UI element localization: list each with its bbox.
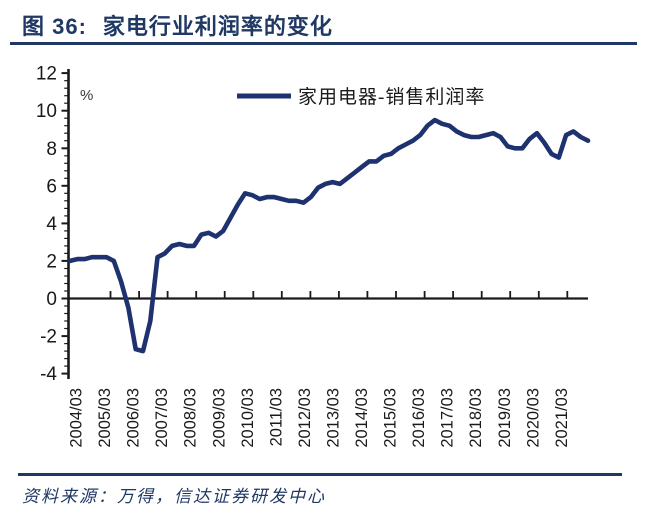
figure-title-text: 家电行业利润率的变化 bbox=[102, 14, 333, 39]
source-note: 资料来源：万得，信达证券研发中心 bbox=[22, 487, 326, 506]
chart-plot-area: 12 10 8 6 4 2 0 -2 -4 2004/03 2005/03 2006/03 2007/0… bbox=[36, 64, 591, 448]
x-tick-label: 2019/03 bbox=[496, 388, 514, 448]
y-tick-label: 6 bbox=[46, 176, 57, 197]
x-tick-label: 2017/03 bbox=[439, 388, 457, 448]
x-tick-label: 2007/03 bbox=[153, 388, 171, 448]
y-tick-label: -2 bbox=[40, 327, 57, 348]
x-tick-label: 2012/03 bbox=[296, 388, 314, 448]
x-tick-label: 2020/03 bbox=[524, 388, 542, 448]
y-tick-label: 4 bbox=[46, 214, 57, 235]
x-tick-label: 2005/03 bbox=[96, 388, 114, 448]
y-tick-label: 8 bbox=[46, 139, 57, 160]
x-tick-label: 2013/03 bbox=[324, 388, 342, 448]
y-axis-unit-label: % bbox=[80, 87, 93, 104]
figure-number-label: 图 36: bbox=[22, 14, 87, 39]
x-tick-label: 2011/03 bbox=[267, 388, 285, 446]
x-tick-label: 2016/03 bbox=[410, 388, 428, 448]
source-divider bbox=[18, 473, 622, 476]
y-tick-label: 10 bbox=[36, 101, 57, 122]
x-tick-label: 2008/03 bbox=[182, 388, 200, 448]
chart-legend: 家用电器-销售利润率 bbox=[237, 86, 485, 108]
x-tick-label: 2015/03 bbox=[382, 388, 400, 448]
figure-title: 图 36: 家电行业利润率的变化 bbox=[22, 9, 333, 41]
x-tick-label: 2010/03 bbox=[239, 388, 257, 448]
y-tick-label: 0 bbox=[46, 289, 57, 310]
x-tick-label: 2006/03 bbox=[125, 388, 143, 448]
legend-label: 家用电器-销售利润率 bbox=[298, 86, 485, 108]
x-tick-label: 2018/03 bbox=[467, 388, 485, 448]
x-tick-label: 2009/03 bbox=[210, 388, 228, 448]
title-divider bbox=[10, 42, 637, 45]
profit-margin-line bbox=[67, 117, 591, 354]
y-tick-label: -4 bbox=[40, 364, 57, 385]
y-tick-label: 2 bbox=[46, 251, 57, 272]
y-tick-label: 12 bbox=[36, 64, 57, 85]
x-tick-label: 2004/03 bbox=[68, 388, 86, 448]
x-tick-label: 2014/03 bbox=[353, 388, 371, 448]
x-tick-label: 2021/03 bbox=[553, 388, 571, 448]
